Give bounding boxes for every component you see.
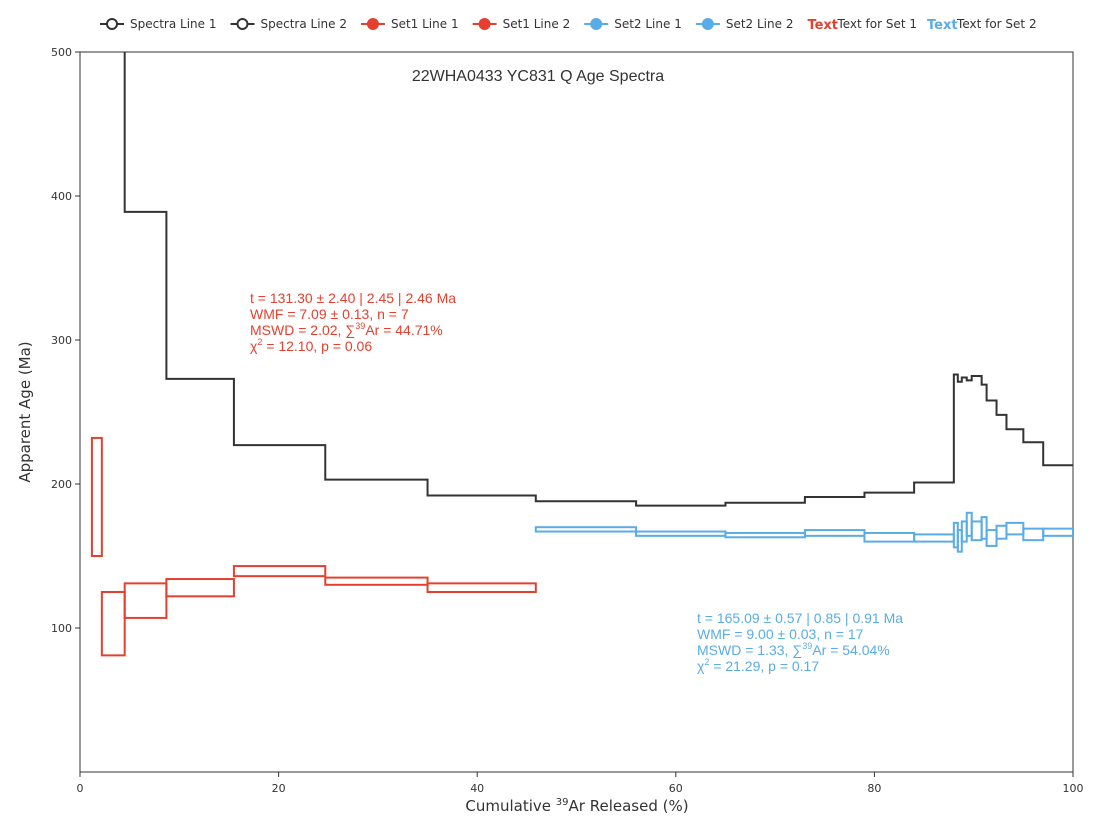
annotation-text: = 21.29, p = 0.17 [709, 658, 819, 674]
annotation-text: χ [250, 338, 258, 354]
legend-item[interactable]: Text Text for Set 1 [807, 17, 917, 33]
annotation-line: t = 131.30 ± 2.40 | 2.45 | 2.46 Ma [250, 290, 456, 306]
legend-item[interactable]: Set2 Line 1 [584, 17, 682, 31]
plateau-step-box [995, 524, 1008, 540]
legend-marker [106, 18, 118, 30]
plateau-step-box [863, 531, 916, 543]
legend-label: Spectra Line 2 [260, 17, 346, 31]
series-set1 [90, 436, 537, 657]
legend-marker [478, 18, 491, 30]
x-axis-title-before: Cumulative [465, 797, 555, 815]
plateau-step-box [803, 529, 866, 537]
plateau-step-box [165, 578, 235, 598]
plateau-step-box [985, 529, 998, 547]
annotation-sup: 2 [704, 657, 709, 667]
y-tick-label: 300 [51, 334, 72, 347]
plateau-step-box [970, 520, 983, 542]
legend-label: Set2 Line 1 [614, 17, 682, 31]
annotation-line: MSWD = 2.02, ∑39Ar = 44.71% [250, 321, 443, 338]
plateau-step-box [724, 531, 806, 539]
legend-item[interactable]: Spectra Line 1 [100, 17, 216, 31]
plateau-step-box [534, 526, 638, 533]
plateau-step-box [1042, 527, 1073, 537]
y-tick-label: 500 [51, 46, 72, 59]
legend-item[interactable]: Text Text for Set 2 [927, 17, 1037, 33]
plateau-step-box [232, 565, 327, 578]
x-axis-title: Cumulative 39Ar Released (%) [465, 797, 688, 815]
legend-item[interactable]: Set1 Line 1 [360, 17, 459, 31]
x-tick-label: 80 [867, 782, 881, 795]
plateau-step-box [90, 436, 103, 558]
axis-ticks: 0 20 40 60 80 100 100 200 300 400 500 [51, 46, 1084, 795]
legend-label: Spectra Line 1 [130, 17, 216, 31]
annotation-line: WMF = 9.00 ± 0.03, n = 17 [697, 626, 864, 642]
annotation-line: χ2 = 21.29, p = 0.17 [697, 657, 819, 674]
plateau-step-box [635, 530, 727, 537]
x-tick-label: 60 [669, 782, 683, 795]
legend-marker [366, 18, 379, 30]
y-tick-label: 400 [51, 190, 72, 203]
plateau-step-box [100, 591, 126, 657]
legend-item[interactable]: Set2 Line 2 [695, 17, 794, 31]
annotation-text: MSWD = 2.02, ∑ [250, 322, 355, 338]
annotation-line: WMF = 7.09 ± 0.13, n = 7 [250, 306, 409, 322]
annotation-text: Ar = 44.71% [365, 322, 442, 338]
legend-item[interactable]: Spectra Line 2 [230, 17, 347, 31]
x-tick-label: 40 [470, 782, 484, 795]
plateau-step-box [1005, 521, 1025, 536]
annotation-text: MSWD = 1.33, ∑ [697, 642, 802, 658]
series-layer [90, 52, 1073, 657]
annotation-sup: 2 [257, 337, 262, 347]
legend[interactable]: Spectra Line 1 Spectra Line 2 Set1 Line 1 S… [100, 17, 1037, 33]
annotation-line: t = 165.09 ± 0.57 | 0.85 | 0.91 Ma [697, 610, 903, 626]
series-set2 [534, 511, 1073, 553]
plateau-step-box [426, 582, 537, 593]
legend-marker [236, 18, 249, 30]
annotation-text: = 12.10, p = 0.06 [262, 338, 372, 354]
y-tick-label: 100 [51, 622, 72, 635]
annotation-text: Ar = 54.04% [812, 642, 889, 658]
annotation-line: χ2 = 12.10, p = 0.06 [250, 337, 372, 354]
plateau-step-box [123, 582, 168, 619]
annotation-line: MSWD = 1.33, ∑39Ar = 54.04% [697, 641, 890, 658]
annotation-text: χ [697, 658, 705, 674]
plateau-step-box [1022, 527, 1045, 542]
x-tick-label: 0 [77, 782, 84, 795]
legend-marker [701, 18, 714, 30]
legend-item[interactable]: Set1 Line 2 [472, 17, 571, 31]
annotation-sup: 39 [802, 641, 812, 651]
series-spectra-line-1 [123, 52, 1073, 507]
y-tick-label: 200 [51, 478, 72, 491]
legend-symbol-text: Text [927, 18, 958, 33]
legend-marker [590, 18, 603, 30]
spectra-step-line [123, 52, 1073, 507]
x-axis-title-sup: 39 [556, 797, 569, 808]
legend-label: Text for Set 1 [836, 17, 917, 31]
plateau-step-box [324, 576, 429, 586]
x-axis-title-after: Ar Released (%) [569, 797, 689, 815]
legend-symbol-text: Text [807, 18, 838, 33]
x-tick-label: 20 [272, 782, 286, 795]
plateau-step-box [913, 533, 955, 543]
plot-frame [79, 51, 1074, 773]
annotation-sup: 39 [355, 321, 365, 331]
legend-label: Set1 Line 1 [391, 17, 459, 31]
legend-label: Text for Set 2 [956, 17, 1037, 31]
chart-title: 22WHA0433 YC831 Q Age Spectra [412, 68, 664, 85]
x-tick-label: 100 [1063, 782, 1084, 795]
legend-label: Set1 Line 2 [503, 17, 571, 31]
legend-label: Set2 Line 2 [726, 17, 794, 31]
y-axis-title: Apparent Age (Ma) [16, 341, 34, 482]
plateau-step-box [980, 516, 988, 540]
